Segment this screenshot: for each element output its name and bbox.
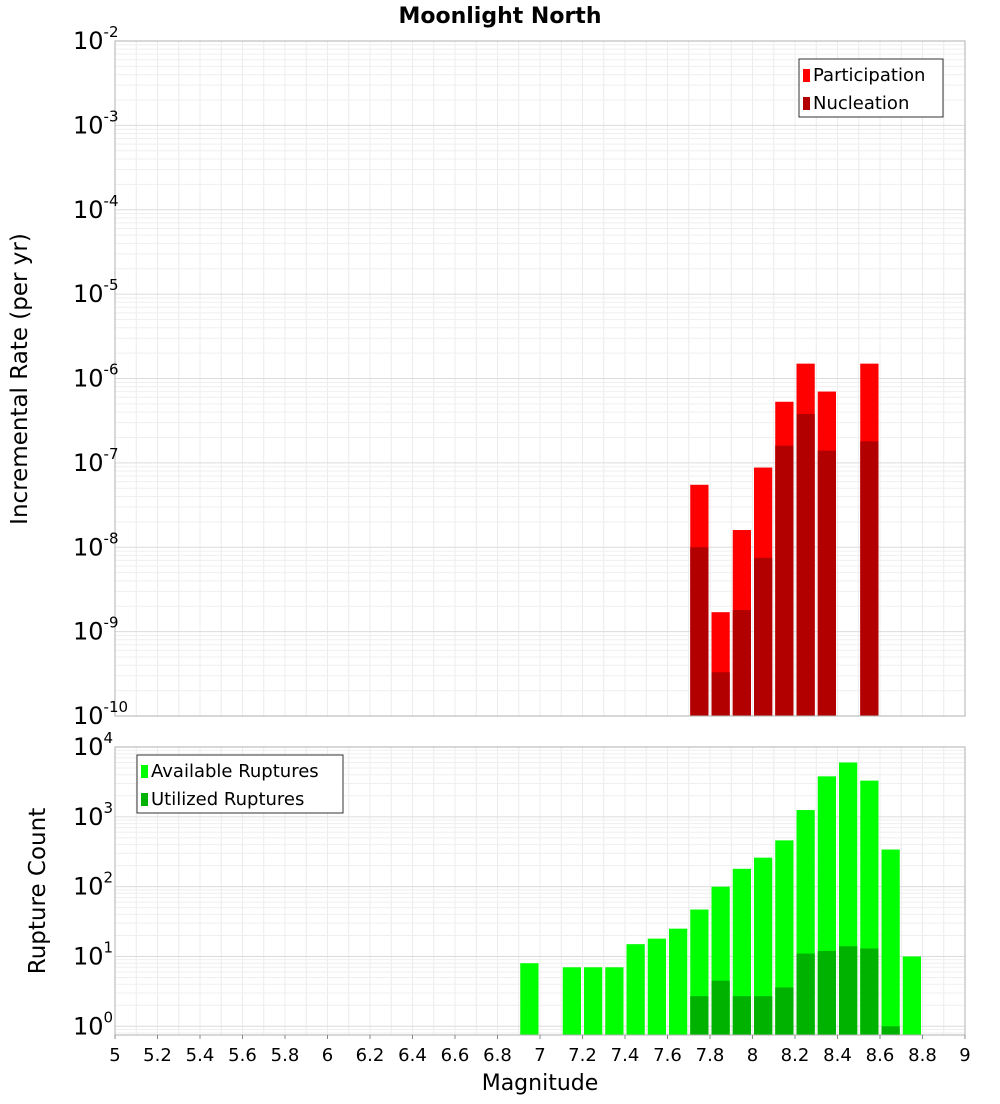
bar-available-ruptures (754, 857, 773, 1035)
y-tick-label: 10-3 (73, 107, 119, 139)
y-tick-label: 101 (73, 938, 113, 970)
bar-available-ruptures (584, 967, 603, 1035)
top-plot-border (114, 40, 966, 717)
legend-swatch (803, 97, 810, 110)
bottom-y-axis-label: Rupture Count (25, 808, 51, 974)
legend-box (798, 58, 944, 118)
x-tick-label: 5.8 (271, 1045, 300, 1066)
bar-utilized-ruptures (690, 996, 709, 1035)
bar-available-ruptures (775, 840, 794, 1035)
x-tick-label: 6 (322, 1045, 333, 1066)
top-grid (115, 41, 965, 716)
x-tick-label: 8.4 (823, 1045, 852, 1066)
bar-nucleation (754, 557, 773, 716)
bar-utilized-ruptures (775, 987, 794, 1035)
legend-label: Utilized Ruptures (151, 789, 304, 810)
y-tick-label: 10-4 (73, 192, 119, 224)
bar-nucleation (690, 547, 709, 716)
x-tick-labels: 5 5.2 5.4 5.6 5.8 6 6.2 6.4 6.6 6.8 7 7.2 7.4 7.6 7.8 8… (109, 1035, 971, 1066)
bar-utilized-ruptures (860, 948, 879, 1035)
x-axis-label: Magnitude (482, 1071, 599, 1096)
x-tick-label: 5.4 (186, 1045, 215, 1066)
bar-available-ruptures (881, 849, 900, 1035)
top-bars (690, 363, 879, 716)
x-tick-label: 8 (747, 1045, 758, 1066)
legend-box (136, 754, 344, 814)
bar-available-ruptures (626, 944, 645, 1035)
bar-available-ruptures (669, 928, 688, 1035)
bar-utilized-ruptures (754, 996, 773, 1035)
top-y-axis-label: Incremental Rate (per yr) (7, 233, 33, 525)
bar-available-ruptures (520, 963, 539, 1035)
bar-nucleation (860, 441, 879, 716)
x-tick-label: 7.2 (568, 1045, 597, 1066)
bar-utilized-ruptures (881, 1026, 900, 1035)
y-tick-label: 10-9 (73, 614, 119, 646)
x-tick-label: 5 (109, 1045, 120, 1066)
legend-swatch (141, 765, 148, 778)
y-tick-label: 103 (73, 799, 113, 831)
bottom-y-tick-labels: 100 101 102 103 104 (73, 729, 113, 1040)
bar-utilized-ruptures (732, 996, 751, 1035)
bar-nucleation (711, 672, 730, 716)
bar-nucleation (775, 445, 794, 716)
bar-available-ruptures (902, 956, 921, 1035)
x-tick-label: 5.2 (143, 1045, 172, 1066)
y-tick-label: 102 (73, 869, 113, 901)
bar-utilized-ruptures (817, 950, 836, 1035)
bar-utilized-ruptures (711, 980, 730, 1035)
bar-nucleation (817, 450, 836, 716)
legend-label: Participation (813, 65, 925, 86)
x-tick-label: 9 (959, 1045, 970, 1066)
bar-available-ruptures (732, 868, 751, 1035)
top-y-tick-labels: 10-10 10-9 10-8 10-7 10-6 10-5 10-4 10-3 10-2 (73, 23, 128, 730)
y-tick-label: 10-10 (73, 698, 128, 730)
y-tick-label: 10-6 (73, 361, 119, 393)
x-tick-label: 5.6 (228, 1045, 257, 1066)
x-tick-label: 6.2 (356, 1045, 385, 1066)
y-tick-label: 10-8 (73, 529, 119, 561)
bar-available-ruptures (647, 938, 666, 1035)
bar-nucleation (796, 413, 815, 716)
y-tick-label: 10-5 (73, 276, 119, 308)
x-tick-label: 6.6 (441, 1045, 470, 1066)
y-tick-label: 10-2 (73, 23, 119, 55)
x-tick-label: 6.4 (398, 1045, 427, 1066)
legend-swatch (803, 69, 810, 82)
bar-available-ruptures (605, 967, 624, 1035)
legend-label: Available Ruptures (151, 761, 319, 782)
chart-title: Moonlight North (398, 4, 601, 29)
x-tick-label: 6.8 (483, 1045, 512, 1066)
legend-label: Nucleation (813, 93, 909, 114)
x-tick-label: 8.2 (781, 1045, 810, 1066)
bar-utilized-ruptures (839, 946, 858, 1035)
x-tick-label: 7 (534, 1045, 545, 1066)
y-tick-label: 104 (73, 729, 113, 761)
x-tick-label: 7.6 (653, 1045, 682, 1066)
bar-available-ruptures (562, 967, 581, 1035)
bottom-legend: Available Ruptures Utilized Ruptures (136, 754, 344, 814)
top-panel: 10-10 10-9 10-8 10-7 10-6 10-5 10-4 10-3 10-2 In… (7, 23, 966, 730)
legend-swatch (141, 793, 148, 806)
y-tick-label: 10-7 (73, 445, 119, 477)
bar-nucleation (732, 610, 751, 716)
x-tick-label: 8.8 (908, 1045, 937, 1066)
x-tick-label: 7.8 (696, 1045, 725, 1066)
bottom-bars (520, 762, 921, 1035)
bar-utilized-ruptures (796, 953, 815, 1035)
bottom-panel: 100 101 102 103 104 5 5.2 5.4 5.6 5.8 6 6.2 6.4 6.6 6… (25, 729, 971, 1096)
top-legend: Participation Nucleation (798, 58, 944, 118)
x-tick-label: 8.6 (866, 1045, 895, 1066)
y-tick-label: 100 (73, 1008, 113, 1040)
x-tick-label: 7.4 (611, 1045, 640, 1066)
